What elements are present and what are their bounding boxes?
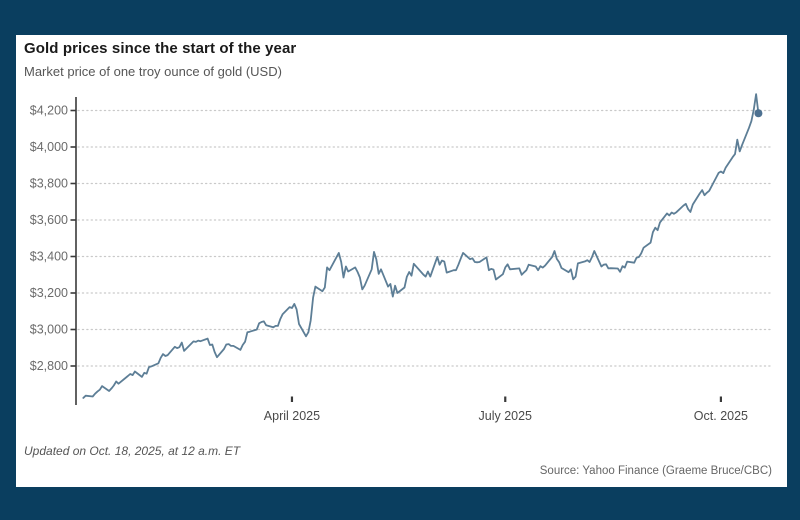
y-tick-label: $3,200 <box>30 286 68 300</box>
y-tick-label: $3,600 <box>30 213 68 227</box>
chart-card: Gold prices since the start of the year … <box>16 35 787 487</box>
series-end-dot <box>754 109 763 118</box>
y-tick-label: $4,200 <box>30 104 68 118</box>
gold-price-line-chart: $2,800 $3,000 $3,200 $3,400 $3,600 $3,800 $4,0… <box>30 93 771 423</box>
source-credit: Source: Yahoo Finance (Graeme Bruce/CBC) <box>539 465 772 477</box>
y-tick-label: $2,800 <box>30 359 68 373</box>
chart-subtitle: Market price of one troy ounce of gold (… <box>24 64 282 79</box>
y-tick-label: $3,800 <box>30 177 68 191</box>
x-tick-label: April 2025 <box>264 409 320 423</box>
chart-title: Gold prices since the start of the year <box>24 40 297 57</box>
y-tick-label: $3,000 <box>30 323 68 337</box>
price-line <box>82 93 760 399</box>
y-tick-label: $3,400 <box>30 250 68 264</box>
y-tick-label: $4,000 <box>30 140 68 154</box>
updated-timestamp: Updated on Oct. 18, 2025, at 12 a.m. ET <box>24 444 241 458</box>
x-tick-label: Oct. 2025 <box>694 409 748 423</box>
x-tick-label: July 2025 <box>479 409 533 423</box>
